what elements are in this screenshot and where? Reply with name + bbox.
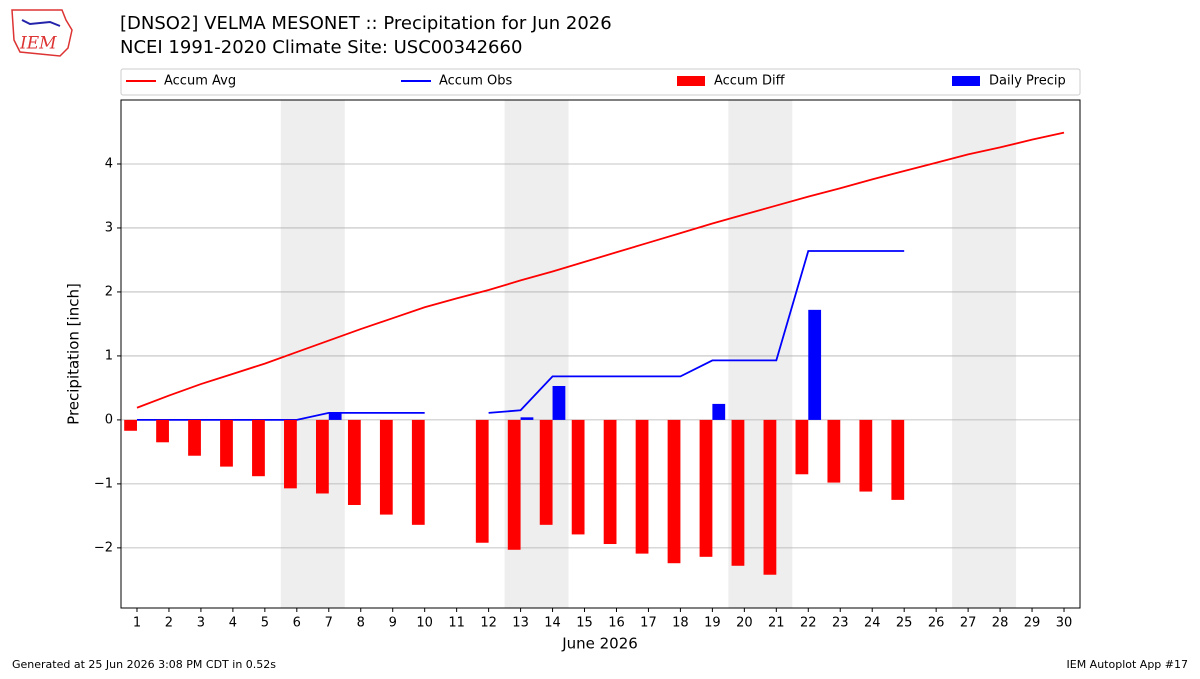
legend-label: Daily Precip — [989, 74, 1066, 89]
bar — [712, 403, 726, 420]
x-tick-label: 11 — [448, 616, 465, 631]
x-tick-label: 14 — [544, 616, 561, 631]
bar — [379, 419, 393, 515]
bar — [827, 419, 841, 483]
x-tick-label: 12 — [480, 616, 497, 631]
x-tick-label: 25 — [896, 616, 913, 631]
x-tick-label: 21 — [768, 616, 785, 631]
bar — [520, 417, 534, 420]
x-tick-label: 20 — [736, 616, 753, 631]
logo-icon — [21, 19, 61, 27]
y-axis-label: Precipitation [inch] — [65, 283, 83, 425]
footer-right: IEM Autoplot App #17 — [1067, 658, 1189, 671]
bar — [475, 419, 489, 543]
bar — [539, 419, 553, 525]
legend-box — [120, 68, 1081, 96]
line — [136, 250, 905, 421]
legend-swatch — [952, 76, 980, 86]
y-tick-label: 1 — [105, 348, 113, 363]
x-tick-label: 3 — [197, 616, 205, 631]
x-tick-label: 8 — [357, 616, 365, 631]
x-tick-label: 9 — [389, 616, 397, 631]
x-axis-label: June 2026 — [561, 635, 638, 653]
bar — [808, 309, 822, 420]
x-tick-label: 30 — [1056, 616, 1073, 631]
bar — [124, 419, 137, 431]
x-tick-label: 26 — [928, 616, 945, 631]
bar — [699, 419, 713, 557]
y-tick-label: −1 — [94, 476, 113, 491]
x-tick-label: 6 — [293, 616, 301, 631]
logo-outline — [11, 9, 73, 57]
x-tick-label: 16 — [608, 616, 625, 631]
y-tick-label: 3 — [105, 220, 113, 235]
bar — [552, 385, 566, 420]
x-tick-label: 4 — [229, 616, 237, 631]
x-tick-label: 22 — [800, 616, 817, 631]
legend-label: Accum Diff — [714, 74, 786, 89]
x-tick-label: 5 — [261, 616, 269, 631]
x-tick-label: 1 — [133, 616, 141, 631]
x-tick-label: 29 — [1024, 616, 1041, 631]
y-tick-label: 4 — [105, 156, 113, 171]
bar — [731, 419, 745, 566]
legend-label: Accum Obs — [439, 74, 512, 89]
bar — [763, 419, 777, 575]
x-tick-label: 13 — [512, 616, 529, 631]
x-tick-label: 19 — [704, 616, 721, 631]
x-tick-label: 2 — [165, 616, 173, 631]
bar — [328, 412, 342, 420]
x-tick-label: 27 — [960, 616, 977, 631]
logo: IEM — [11, 9, 73, 57]
x-tick-label: 24 — [864, 616, 881, 631]
y-tick-label: 0 — [105, 412, 113, 427]
x-tick-label: 28 — [992, 616, 1009, 631]
bar — [891, 419, 905, 500]
x-tick-label: 10 — [416, 616, 433, 631]
y-tick-label: 2 — [105, 284, 113, 299]
plot-frame — [120, 99, 1081, 609]
bar — [156, 419, 169, 443]
x-tick-label: 15 — [576, 616, 593, 631]
bar — [635, 419, 649, 554]
bar — [252, 419, 265, 477]
bar — [507, 419, 521, 550]
line — [136, 131, 1065, 409]
logo-text: IEM — [19, 34, 57, 54]
bar — [795, 419, 809, 475]
x-tick-label: 17 — [640, 616, 657, 631]
legend-label: Accum Avg — [164, 74, 236, 89]
bar — [315, 419, 329, 494]
bar — [188, 419, 201, 456]
legend-swatch — [677, 76, 705, 86]
bar — [347, 419, 361, 505]
footer-left: Generated at 25 Jun 2026 3:08 PM CDT in … — [12, 658, 276, 671]
bar — [571, 419, 585, 535]
bar — [603, 419, 617, 545]
x-tick-label: 18 — [672, 616, 689, 631]
bar — [859, 419, 873, 492]
x-tick-label: 7 — [325, 616, 333, 631]
bar — [220, 419, 233, 467]
y-tick-label: −2 — [94, 540, 113, 555]
bar — [284, 419, 297, 489]
chart-title: [DNSO2] VELMA MESONET :: Precipitation f… — [120, 13, 612, 34]
bar — [411, 419, 425, 525]
bar — [667, 419, 681, 564]
x-tick-label: 23 — [832, 616, 849, 631]
weekend-shade — [952, 100, 1017, 608]
chart-subtitle: NCEI 1991-2020 Climate Site: USC00342660 — [120, 37, 522, 58]
